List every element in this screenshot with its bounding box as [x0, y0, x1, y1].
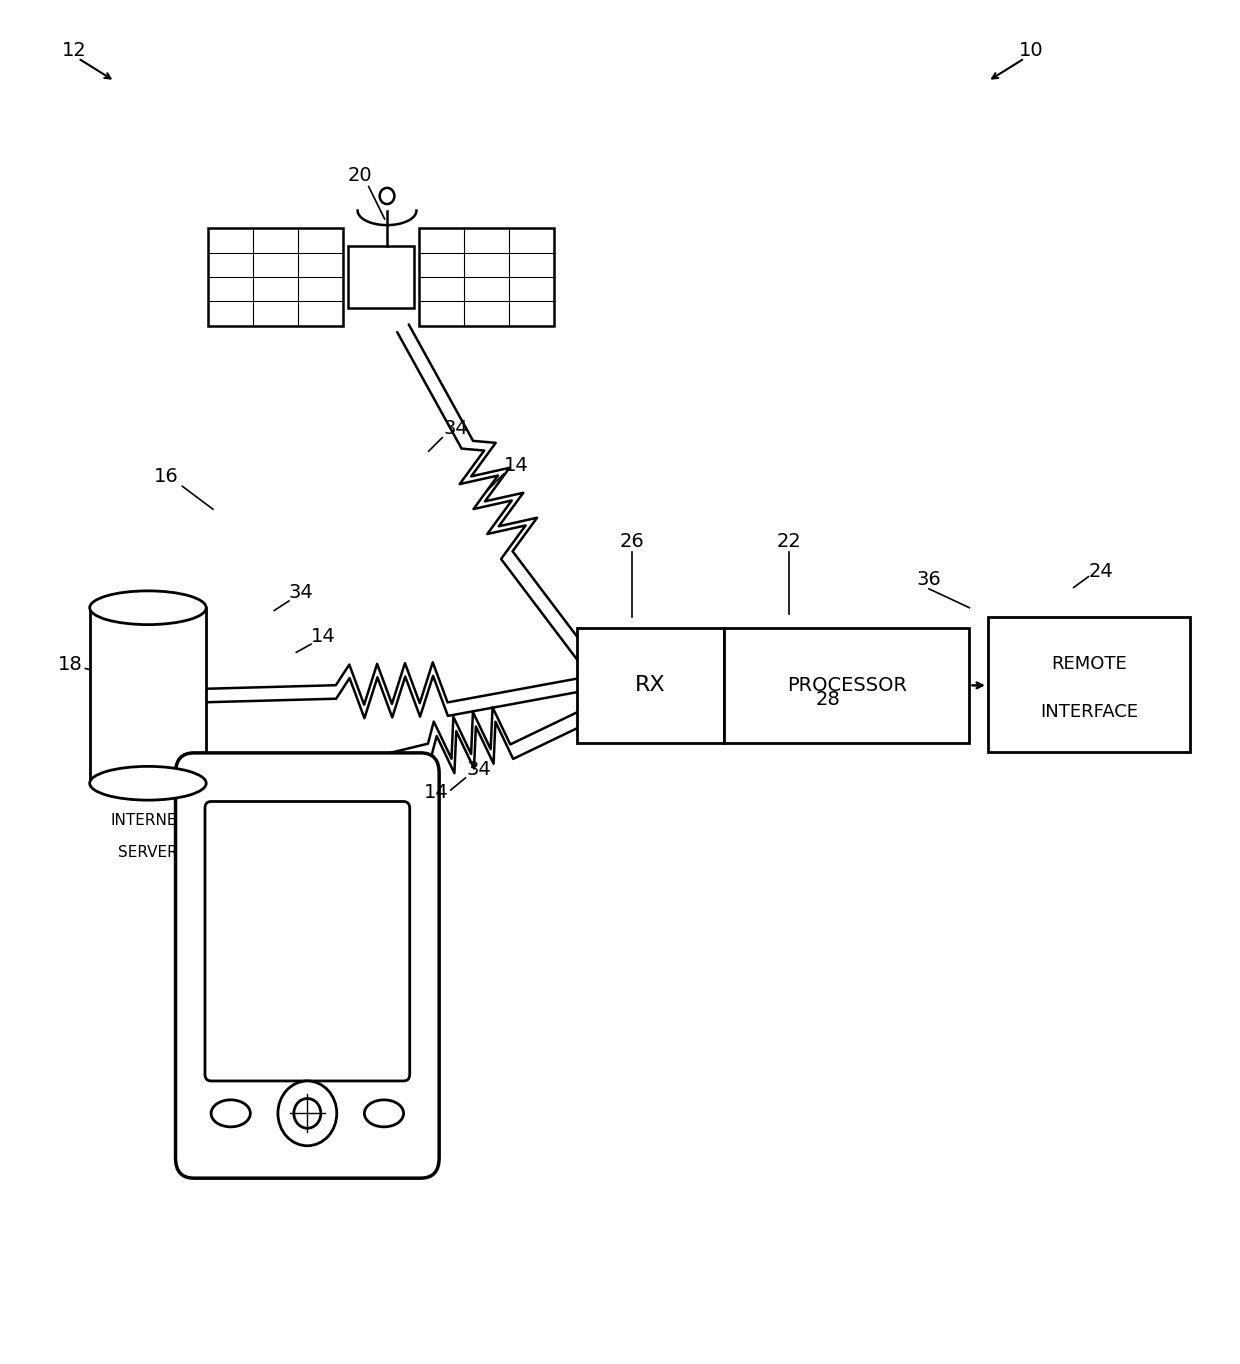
Text: 20: 20: [347, 166, 372, 186]
Ellipse shape: [89, 767, 206, 801]
Circle shape: [278, 1080, 337, 1146]
Text: 34: 34: [289, 584, 314, 603]
Text: 24: 24: [1089, 562, 1114, 581]
Circle shape: [379, 188, 394, 205]
Text: 26: 26: [620, 532, 645, 551]
Text: 28: 28: [816, 690, 841, 709]
Text: 22: 22: [776, 532, 801, 551]
Circle shape: [294, 1098, 321, 1128]
Bar: [724, 627, 970, 743]
Text: 14: 14: [503, 457, 528, 476]
Text: PROCESSOR: PROCESSOR: [787, 677, 906, 694]
FancyBboxPatch shape: [205, 802, 409, 1080]
Text: REMOTE: REMOTE: [1052, 656, 1127, 674]
Text: 34: 34: [466, 760, 491, 779]
Bar: [89, 608, 206, 783]
Bar: [347, 246, 414, 308]
Text: 16: 16: [154, 468, 179, 487]
Text: SERVER: SERVER: [118, 846, 177, 861]
Text: 10: 10: [1018, 41, 1043, 60]
Text: INTERNET: INTERNET: [110, 813, 186, 828]
Text: 14: 14: [424, 783, 449, 802]
Bar: [577, 627, 724, 743]
Text: 18: 18: [58, 655, 83, 674]
Ellipse shape: [365, 1099, 403, 1127]
Text: 12: 12: [62, 41, 87, 60]
Ellipse shape: [211, 1099, 250, 1127]
Bar: [419, 228, 554, 326]
Text: RX: RX: [635, 675, 666, 696]
Text: 14: 14: [311, 626, 336, 645]
Bar: [207, 228, 343, 326]
FancyBboxPatch shape: [176, 753, 439, 1178]
Text: INTERFACE: INTERFACE: [1040, 702, 1138, 720]
Bar: [988, 617, 1190, 752]
Text: 34: 34: [444, 419, 467, 438]
Ellipse shape: [89, 591, 206, 625]
Text: 36: 36: [916, 570, 941, 589]
